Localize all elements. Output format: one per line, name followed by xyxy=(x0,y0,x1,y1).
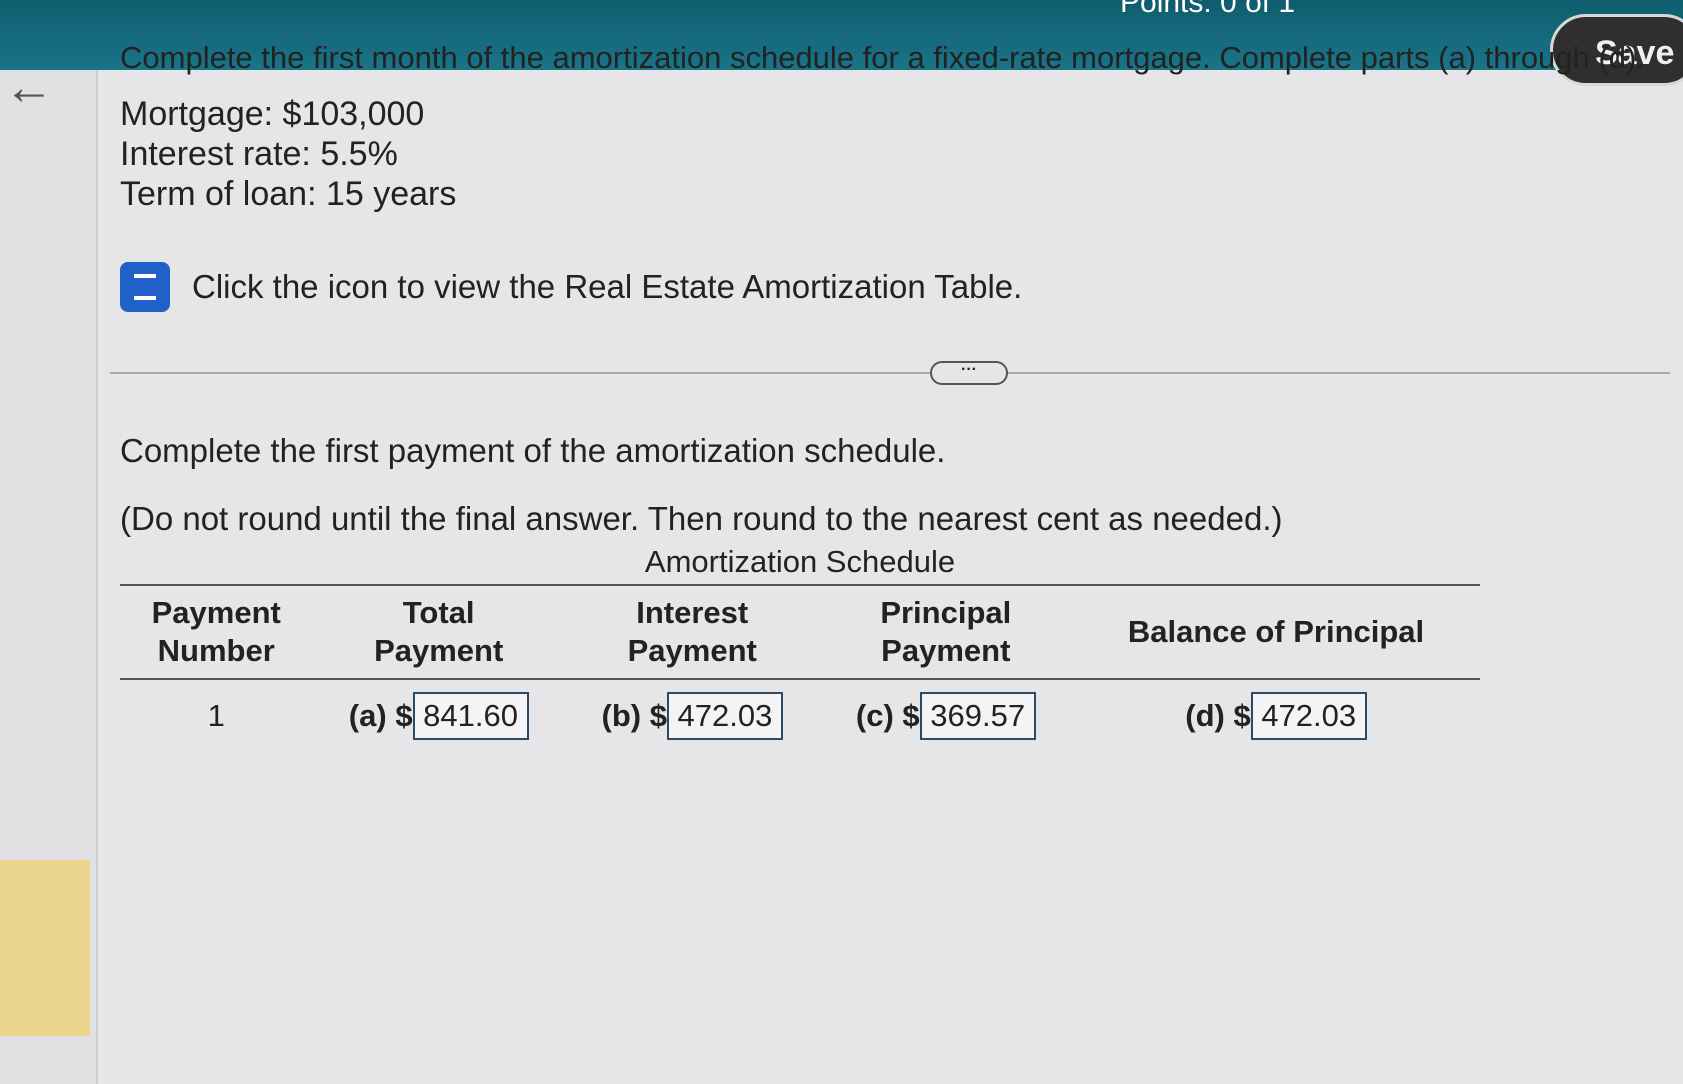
part-label: (b) xyxy=(601,698,642,733)
header-text: Payment xyxy=(881,633,1011,668)
answer-box[interactable]: 369.57 xyxy=(919,692,1036,740)
header-cell: Payment Number xyxy=(120,585,312,679)
table-body: 1 (a) $841.60 (b) $472.03 (c) $369.57 (d) $4… xyxy=(120,679,1480,752)
given-line: Interest rate: 5.5% xyxy=(120,135,398,173)
currency: $ xyxy=(902,698,920,733)
back-arrow[interactable]: ← xyxy=(4,59,54,115)
answer-cell: (c) $369.57 xyxy=(820,679,1072,752)
answer-cell: (b) $472.03 xyxy=(565,679,820,752)
question-panel: Complete the first month of the amortiza… xyxy=(110,40,1670,752)
given-line: Mortgage: $103,000 xyxy=(120,95,425,133)
header-cell: Principal Payment xyxy=(820,585,1072,679)
instruction: Complete the first payment of the amorti… xyxy=(120,432,946,469)
header-cell: Interest Payment xyxy=(565,585,820,679)
header-cell: Total Payment xyxy=(312,585,564,679)
top-bar: Points: 0 of 1 Save xyxy=(0,0,1683,86)
note: (Do not round until the final answer. Th… xyxy=(120,500,1283,537)
sidebar-highlight xyxy=(0,860,90,1036)
table-caption: Amortization Schedule xyxy=(644,544,956,579)
table-icon[interactable] xyxy=(120,262,170,312)
answer-box[interactable]: 472.03 xyxy=(1250,692,1367,740)
answer-box[interactable]: 841.60 xyxy=(412,692,529,740)
part-label: (a) xyxy=(348,698,387,733)
currency: $ xyxy=(395,698,413,733)
header-row: Payment Number Total Payment Interest Payme… xyxy=(120,585,1480,679)
icon-row: Click the icon to view the Real Estate A… xyxy=(120,262,1660,312)
save-button[interactable]: Save xyxy=(1550,14,1683,86)
amortization-table: Payment Number Total Payment Interest Payme… xyxy=(120,584,1480,752)
currency: $ xyxy=(1233,698,1251,733)
given-line: Term of loan: 15 years xyxy=(120,175,457,213)
header-cell: Balance of Principal xyxy=(1072,585,1480,679)
given-info: Mortgage: $103,000 Interest rate: 5.5% T… xyxy=(120,94,1660,214)
part-label: (d) xyxy=(1185,698,1225,733)
answer-cell: (d) $472.03 xyxy=(1072,679,1480,752)
divider: ··· xyxy=(110,361,1670,385)
header-text: Number xyxy=(157,633,275,668)
expand-button[interactable]: ··· xyxy=(930,361,1008,385)
icon-text: Click the icon to view the Real Estate A… xyxy=(192,268,1023,305)
answer-box[interactable]: 472.03 xyxy=(666,692,783,740)
header-text: Payment xyxy=(627,633,757,668)
currency: $ xyxy=(649,698,667,733)
data-row: 1 (a) $841.60 (b) $472.03 (c) $369.57 (d) $4… xyxy=(120,679,1480,752)
payment-number: 1 xyxy=(207,698,225,733)
intro-text: Complete the first month of the amortiza… xyxy=(120,40,1645,75)
header-text: Total xyxy=(402,595,475,630)
header-text: Interest xyxy=(636,595,749,630)
header-text: Payment xyxy=(374,633,504,668)
answer-cell: (a) $841.60 xyxy=(312,679,564,752)
header-text: Principal xyxy=(880,595,1012,630)
header-text: Balance of Principal xyxy=(1127,614,1425,649)
points: Points: 0 of 1 xyxy=(1120,0,1296,19)
part-label: (c) xyxy=(855,698,894,733)
header-text: Payment xyxy=(151,595,281,630)
